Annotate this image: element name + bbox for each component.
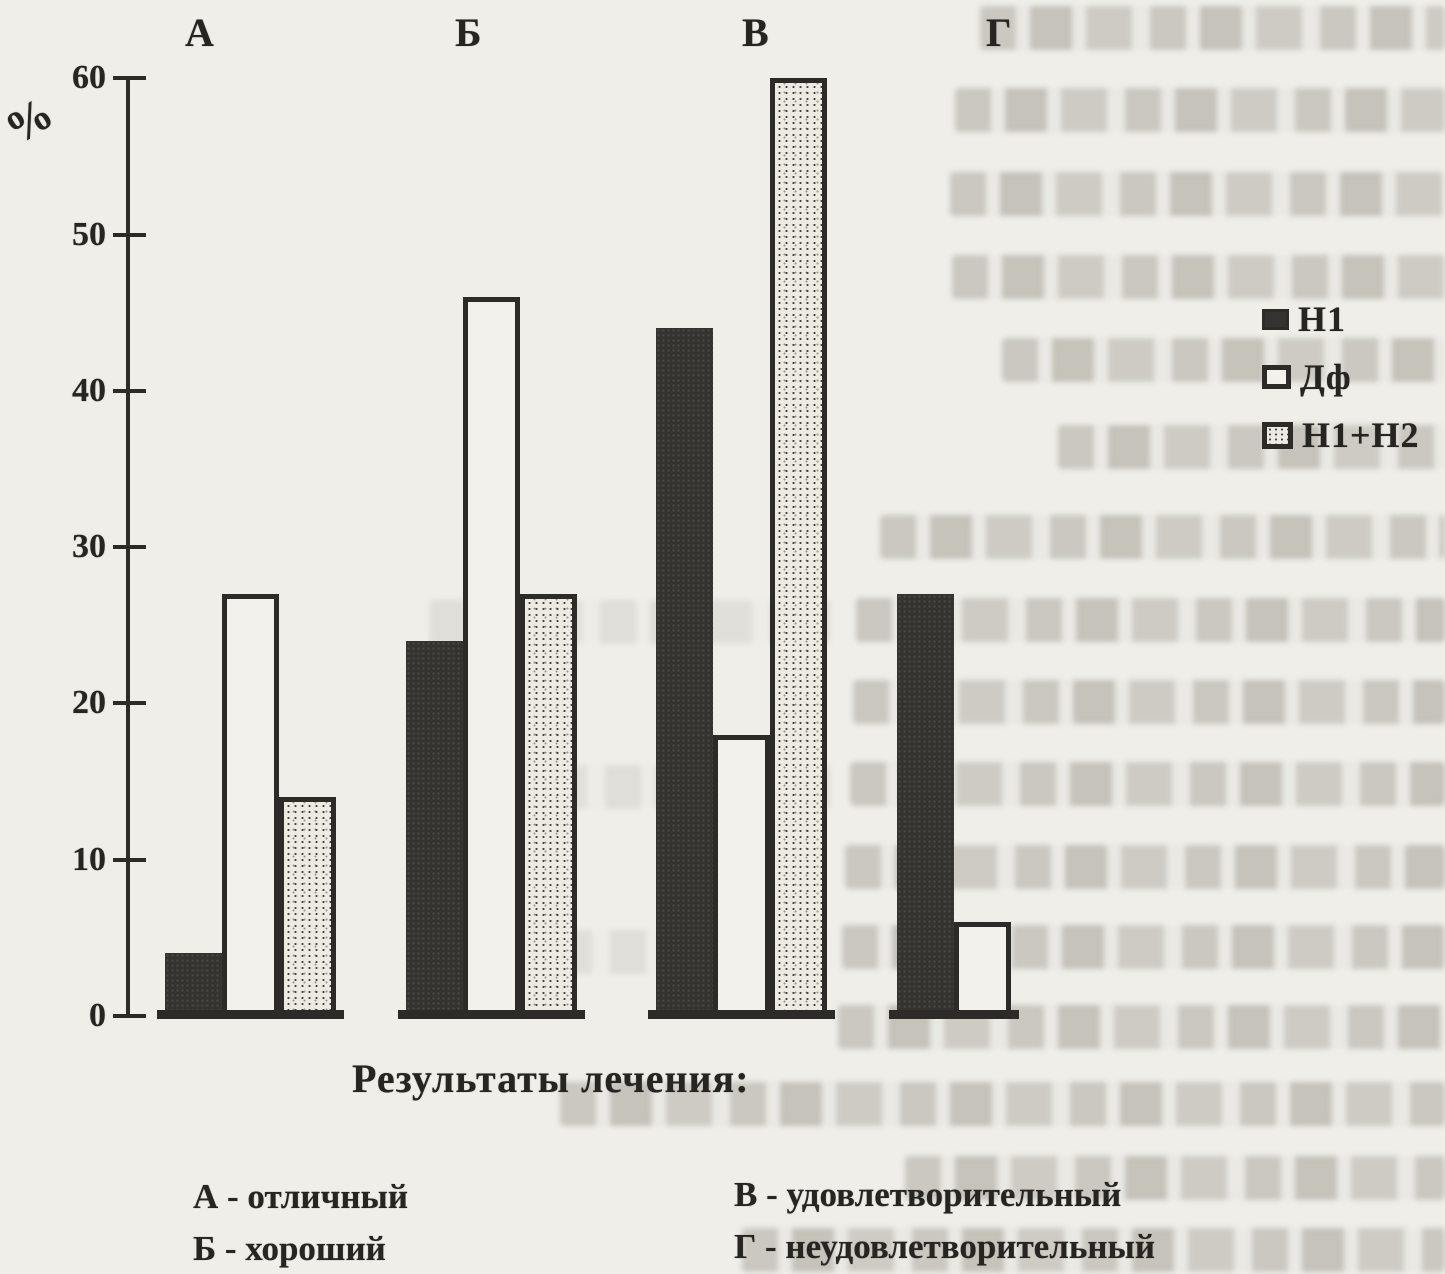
bar-В-Н1+Н2 xyxy=(770,78,827,1016)
bar-В-Дф xyxy=(713,735,770,1016)
y-tick-50 xyxy=(113,232,146,237)
bar-Б-Дф xyxy=(463,297,520,1016)
y-tick-label-10: 10 xyxy=(72,840,106,878)
footnote-g: Г - неудовлетворительный xyxy=(734,1227,1156,1266)
legend-item-Н1+Н2: Н1+Н2 xyxy=(1262,416,1420,454)
category-label-b: Б xyxy=(455,10,482,55)
y-tick-label-30: 30 xyxy=(72,528,106,566)
legend-label: Н1 xyxy=(1298,299,1347,339)
category-label-g: Г xyxy=(986,10,1012,55)
showthrough-line xyxy=(980,6,1445,50)
y-tick-40 xyxy=(113,388,146,393)
baseline-В xyxy=(648,1010,835,1019)
y-tick-label-60: 60 xyxy=(72,59,106,97)
showthrough-line xyxy=(856,598,1445,642)
baseline-Б xyxy=(398,1010,585,1019)
x-axis-caption: Результаты лечения: xyxy=(352,1056,750,1101)
bar-В-Н1 xyxy=(656,328,713,1016)
legend-item-Н1: Н1 xyxy=(1262,300,1420,338)
legend-label: Дф xyxy=(1300,357,1352,397)
baseline-Г xyxy=(889,1010,1019,1019)
legend-swatch-stipple xyxy=(1262,421,1293,449)
y-tick-30 xyxy=(113,545,146,550)
legend-label: Н1+Н2 xyxy=(1302,415,1420,455)
y-tick-0 xyxy=(113,1014,146,1018)
legend-swatch-open xyxy=(1262,365,1291,389)
bar-Г-Дф xyxy=(954,922,1011,1016)
y-tick-label-50: 50 xyxy=(72,215,106,253)
footnote-v: В - удовлетворительный xyxy=(734,1175,1122,1214)
baseline-А xyxy=(157,1010,344,1019)
showthrough-line xyxy=(905,1156,1445,1200)
showthrough-line xyxy=(1002,338,1445,382)
category-label-a: А xyxy=(185,10,214,55)
bar-Г-Н1 xyxy=(897,594,954,1016)
y-tick-label-40: 40 xyxy=(72,371,106,409)
footnote-a: А - отличный xyxy=(193,1177,408,1216)
showthrough-line xyxy=(560,1082,1445,1126)
footnote-b: Б - хороший xyxy=(193,1229,386,1268)
y-tick-20 xyxy=(113,701,146,706)
bar-А-Дф xyxy=(222,594,279,1016)
legend-item-Дф: Дф xyxy=(1262,358,1420,396)
showthrough-line xyxy=(952,255,1445,299)
bar-Б-Н1+Н2 xyxy=(520,594,577,1016)
category-label-v: В xyxy=(742,10,769,55)
y-tick-60 xyxy=(113,76,146,81)
showthrough-line xyxy=(742,1228,1445,1272)
legend-swatch-solid xyxy=(1262,308,1289,330)
showthrough-line xyxy=(880,515,1445,559)
y-tick-label-20: 20 xyxy=(72,684,106,722)
showthrough-line xyxy=(955,88,1445,132)
showthrough-line xyxy=(1058,425,1445,469)
bar-А-Н1+Н2 xyxy=(279,797,336,1016)
bar-А-Н1 xyxy=(165,953,222,1016)
bar-Б-Н1 xyxy=(406,641,463,1016)
y-tick-label-0: 0 xyxy=(89,997,106,1034)
y-axis-unit-label: % xyxy=(0,86,62,155)
chart-legend: Н1 Дф Н1+Н2 xyxy=(1262,300,1420,474)
showthrough-line xyxy=(950,172,1445,216)
y-tick-10 xyxy=(113,857,146,862)
